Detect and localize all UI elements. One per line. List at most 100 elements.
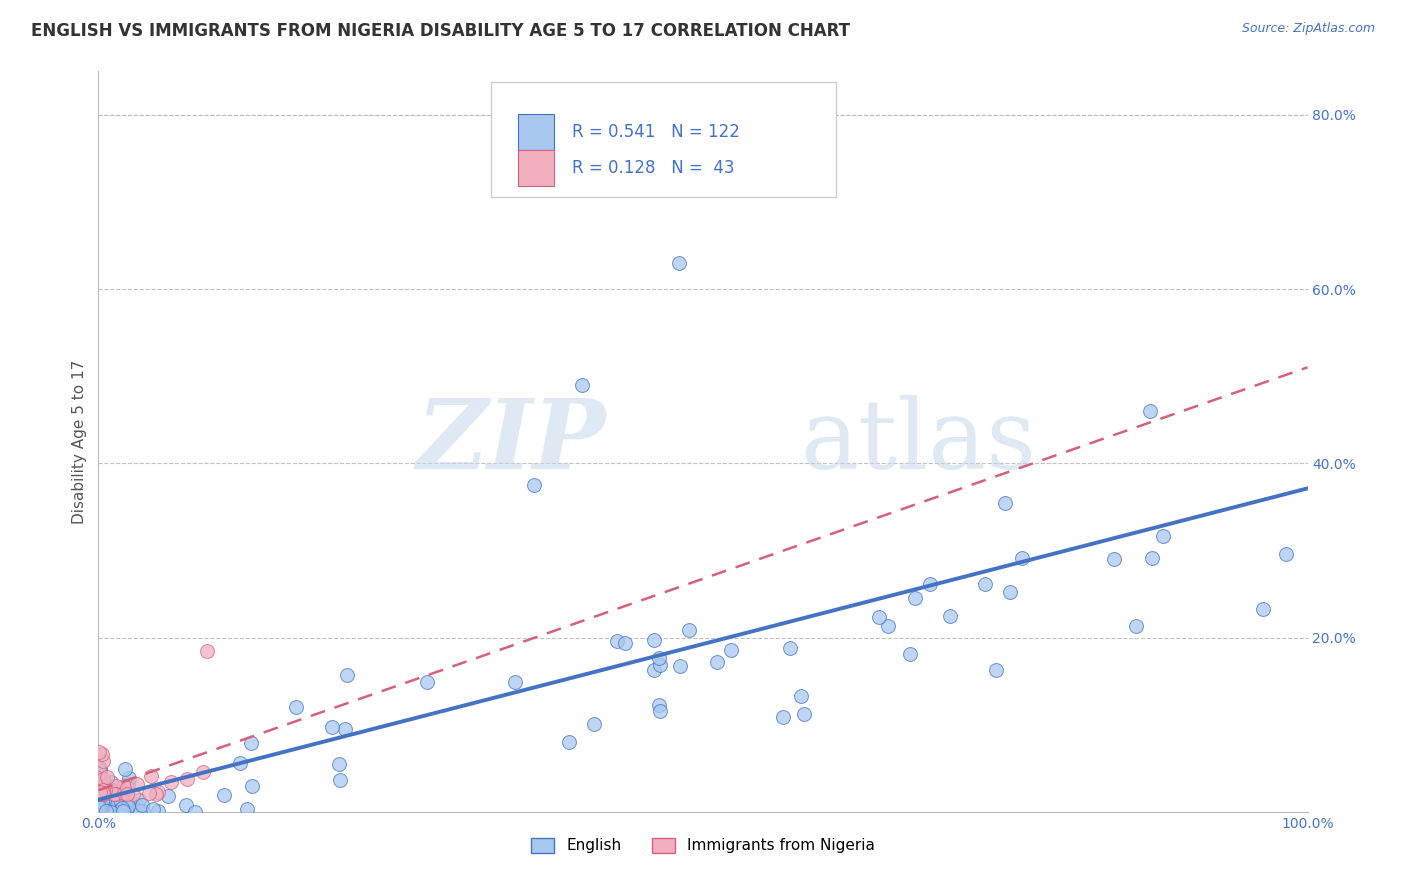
Text: atlas: atlas <box>800 394 1036 489</box>
Point <box>87 762 110 776</box>
Point <box>146 804 169 818</box>
Point <box>87 799 110 814</box>
Point <box>643 633 665 648</box>
Point <box>103 787 125 801</box>
Point <box>240 736 263 750</box>
Point <box>91 772 114 786</box>
Point <box>91 786 114 800</box>
Point <box>240 779 263 793</box>
Point <box>720 643 742 657</box>
Point <box>125 777 148 791</box>
Point <box>706 655 728 669</box>
Point <box>1152 529 1174 543</box>
Point <box>91 789 114 804</box>
Point <box>94 777 117 791</box>
Point <box>89 804 111 818</box>
Point <box>648 698 671 713</box>
Point <box>583 717 606 731</box>
Point <box>122 787 145 801</box>
Point <box>94 802 117 816</box>
Point <box>94 796 117 810</box>
Point <box>89 799 111 814</box>
Point <box>648 704 671 718</box>
Point <box>321 720 343 734</box>
Point <box>734 169 756 183</box>
Point <box>91 787 114 801</box>
Point <box>87 787 110 801</box>
Point <box>998 585 1021 599</box>
Point <box>984 663 1007 677</box>
Point <box>94 804 117 818</box>
Point <box>100 775 122 789</box>
Point <box>111 781 134 796</box>
Point <box>91 803 114 817</box>
Point <box>104 787 127 801</box>
Point <box>89 786 111 800</box>
Point <box>523 478 546 492</box>
Point <box>114 762 136 776</box>
Point <box>643 663 665 677</box>
Point <box>415 674 437 689</box>
Point <box>96 770 118 784</box>
Point <box>1125 619 1147 633</box>
Point <box>195 643 218 657</box>
Point <box>89 792 111 806</box>
Point <box>1011 550 1033 565</box>
Point <box>145 787 167 801</box>
Point <box>973 577 995 591</box>
Point <box>557 735 579 749</box>
Point <box>89 769 111 783</box>
Point <box>93 784 115 798</box>
Text: R = 0.541   N = 122: R = 0.541 N = 122 <box>572 123 741 141</box>
Point <box>90 785 112 799</box>
FancyBboxPatch shape <box>517 150 554 186</box>
Point <box>141 802 163 816</box>
Point <box>89 803 111 817</box>
Point <box>131 798 153 813</box>
Point <box>87 771 110 785</box>
Point <box>503 674 526 689</box>
Point <box>236 802 259 816</box>
Point <box>100 805 122 819</box>
Point <box>148 784 170 798</box>
Point <box>117 787 139 801</box>
Point <box>87 776 110 790</box>
Point <box>100 804 122 818</box>
Point <box>108 803 131 817</box>
Point <box>898 647 921 661</box>
Point <box>284 700 307 714</box>
Point <box>98 804 121 818</box>
Point <box>87 783 110 797</box>
Point <box>124 797 146 811</box>
Point <box>127 803 149 817</box>
Point <box>101 801 124 815</box>
Point <box>94 792 117 806</box>
Point <box>772 710 794 724</box>
Point <box>94 804 117 818</box>
Point <box>87 787 110 801</box>
Point <box>328 757 350 772</box>
Point <box>93 793 115 807</box>
Point <box>117 799 139 814</box>
Point <box>214 788 236 802</box>
Point <box>335 722 357 736</box>
Point <box>89 785 111 799</box>
Point <box>678 623 700 637</box>
Point <box>91 796 114 810</box>
Point <box>91 780 114 794</box>
Point <box>89 803 111 817</box>
Point <box>571 378 593 392</box>
Point <box>93 804 115 818</box>
Point <box>96 801 118 815</box>
Point <box>90 747 112 761</box>
Point <box>650 657 672 672</box>
Point <box>117 777 139 791</box>
Point <box>111 800 134 814</box>
Point <box>89 764 111 778</box>
Point <box>1274 547 1296 561</box>
Point <box>100 805 122 819</box>
Point <box>329 772 352 787</box>
Point <box>89 761 111 775</box>
Point <box>105 791 128 805</box>
Point <box>141 769 163 783</box>
